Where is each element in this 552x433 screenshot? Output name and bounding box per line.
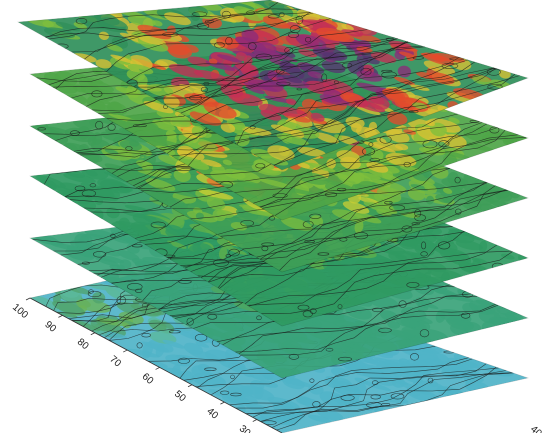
depth-tick-label: 50 <box>172 389 188 405</box>
axis-end-label: 40 <box>528 424 544 433</box>
depth-tick-label: 60 <box>140 371 156 387</box>
depth-axis-line <box>29 297 283 433</box>
depth-tick-label: 90 <box>42 319 58 335</box>
depth-tick <box>58 314 63 318</box>
depth-tick <box>155 367 160 370</box>
depth-tick-label: 80 <box>75 337 91 353</box>
contour-layer-1 <box>17 0 529 171</box>
depth-tick <box>252 419 257 422</box>
depth-tick <box>123 349 128 353</box>
depth-tick-label: 40 <box>204 406 220 422</box>
depth-tick-label: 30 <box>237 423 253 433</box>
depth-tick <box>25 297 31 301</box>
depth-tick <box>90 332 95 336</box>
depth-tick-label: 100 <box>10 302 30 321</box>
depth-tick <box>220 401 225 405</box>
depth-tick-label: 70 <box>107 354 123 370</box>
depth-tick <box>187 384 193 388</box>
layer-stack <box>17 0 530 433</box>
